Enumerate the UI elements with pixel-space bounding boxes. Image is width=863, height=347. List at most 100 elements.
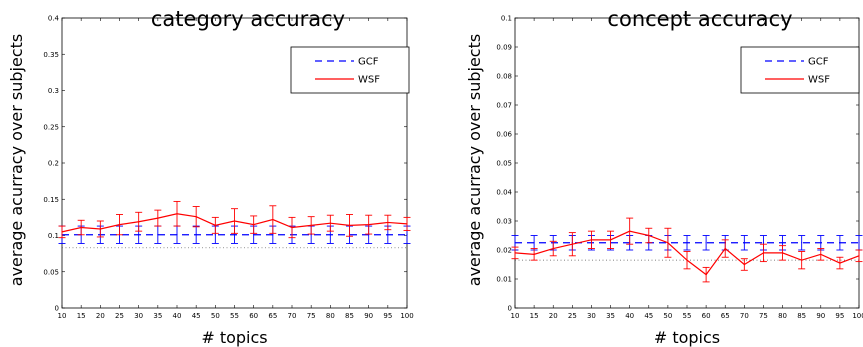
y-tick-label: 0.08	[496, 73, 512, 81]
x-tick-label: 10	[511, 312, 520, 320]
data-point	[406, 234, 408, 236]
x-axis-label: # topics	[654, 328, 720, 347]
x-tick-label: 25	[115, 312, 124, 320]
y-tick-label: 0.2	[48, 160, 59, 168]
data-point	[80, 226, 82, 229]
x-tick-label: 35	[153, 312, 162, 320]
data-point	[138, 221, 140, 223]
legend: GCF WSF	[740, 46, 860, 94]
data-point	[406, 223, 408, 225]
data-point	[533, 242, 535, 244]
data-point	[858, 242, 860, 244]
legend-box	[290, 46, 410, 94]
x-tick-label: 50	[663, 312, 672, 320]
data-point	[387, 234, 389, 236]
data-point	[686, 259, 688, 261]
x-tick-label: 40	[173, 312, 182, 320]
chart-panel-2: 0 0.01 0.02 0.03 0.04 0.05 0.06 0.07 0.08 0.09 0.1…	[465, 7, 863, 347]
y-tick-label: 0.02	[496, 247, 512, 255]
data-point	[195, 234, 197, 236]
data-point	[310, 224, 312, 226]
x-tick-label: 85	[345, 312, 354, 320]
x-axis-label: # topics	[201, 328, 267, 347]
x-tick-label: 35	[606, 312, 615, 320]
legend-label-wsf: WSF	[358, 75, 380, 86]
data-point	[705, 274, 707, 276]
data-point	[157, 217, 159, 219]
data-point	[724, 247, 726, 250]
data-point	[762, 252, 765, 254]
data-point	[176, 234, 178, 236]
data-point	[801, 259, 803, 261]
x-tick-label: 95	[383, 312, 392, 320]
y-tick-label: 0	[55, 305, 59, 313]
y-tick-label: 0.07	[496, 102, 512, 110]
data-point	[705, 242, 707, 244]
data-point	[214, 224, 216, 226]
x-tick-label: 60	[702, 312, 711, 320]
data-point	[272, 234, 274, 236]
data-point	[272, 218, 274, 221]
data-point	[214, 234, 216, 236]
data-point	[839, 242, 841, 244]
x-tick-label: 10	[58, 312, 67, 320]
x-tick-label: 45	[644, 312, 653, 320]
data-point	[233, 234, 236, 236]
y-tick-label: 0.06	[496, 131, 512, 139]
legend: GCF WSF	[290, 46, 410, 94]
data-point	[781, 242, 784, 244]
data-point	[138, 234, 140, 236]
series-wsf	[511, 217, 863, 283]
data-point	[253, 224, 255, 226]
data-point	[514, 242, 516, 244]
x-tick-label: 60	[249, 312, 258, 320]
x-tick-label: 70	[740, 312, 749, 320]
x-tick-label: 80	[778, 312, 787, 320]
x-tick-label: 75	[759, 312, 768, 320]
data-point	[348, 224, 351, 226]
data-point	[157, 234, 159, 236]
y-tick-label: 0.1	[501, 15, 512, 23]
data-point	[686, 242, 688, 244]
x-tick-label: 90	[364, 312, 373, 320]
series-gcf	[511, 235, 863, 251]
x-tick-label: 65	[721, 312, 730, 320]
data-point	[514, 252, 516, 254]
x-tick-label: 20	[96, 312, 105, 320]
x-tick-label: 50	[211, 312, 220, 320]
data-point	[609, 239, 612, 241]
x-tick-label: 90	[816, 312, 825, 320]
y-tick-label: 0.25	[43, 123, 59, 131]
x-tick-label: 30	[587, 312, 596, 320]
series-wsf	[58, 200, 411, 239]
x-tick-label: 85	[797, 312, 806, 320]
chart-title: concept accuracy	[607, 7, 792, 31]
legend-label-wsf: WSF	[808, 75, 830, 86]
y-axis-label: average acurracy over subjects	[465, 34, 484, 286]
data-point	[552, 247, 554, 250]
x-tick-label: 25	[568, 312, 577, 320]
x-tick-label: 70	[288, 312, 297, 320]
data-point	[781, 252, 784, 254]
data-point	[762, 242, 765, 244]
y-tick-label: 0.35	[43, 51, 59, 59]
data-point	[648, 234, 650, 237]
chart-title: category accuracy	[151, 7, 345, 31]
data-point	[743, 263, 745, 266]
y-axis-label: average acurracy over subjects	[7, 34, 26, 286]
chart-panel-1: 0 0.05 0.1 0.15 0.2 0.25 0.3 0.35 0.4 10 15 20 25 30 3…	[7, 7, 414, 347]
legend-label-gcf: GCF	[808, 57, 829, 68]
x-tick-label: 75	[307, 312, 316, 320]
y-tick-label: 0.15	[43, 196, 59, 204]
data-point	[253, 234, 255, 236]
data-point	[590, 239, 593, 241]
data-point	[820, 253, 822, 255]
data-point	[329, 234, 331, 236]
y-tick-label: 0.01	[496, 276, 512, 284]
data-point	[195, 216, 197, 218]
data-point	[820, 242, 822, 244]
y-tick-label: 0.05	[43, 268, 59, 276]
x-tick-label: 15	[530, 312, 539, 320]
x-tick-label: 55	[683, 312, 692, 320]
data-point	[368, 224, 370, 226]
